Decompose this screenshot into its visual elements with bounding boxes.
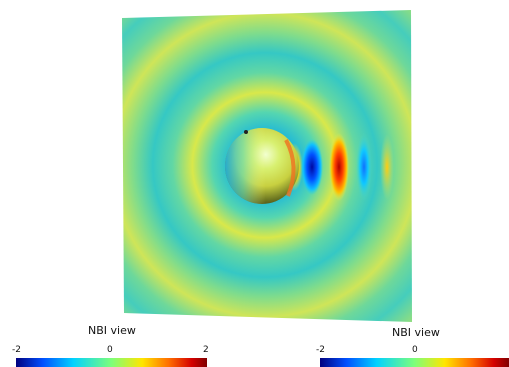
field-plane	[122, 10, 412, 322]
colorbar-right-tick-min: -2	[316, 345, 325, 355]
lobe-blue	[301, 139, 323, 195]
sphere	[225, 128, 299, 204]
colorbar-left-tick-mid: 0	[107, 345, 113, 355]
colorbar-left-title: NBI view	[88, 324, 136, 337]
colorbar-left-tick-min: -2	[12, 345, 21, 355]
colorbar-right-tick-mid: 0	[412, 345, 418, 355]
lobe-yellow-far	[380, 134, 394, 200]
colorbar-right-title: NBI view	[392, 326, 440, 339]
lobe-cyan	[356, 133, 372, 201]
colorbar-left	[16, 358, 207, 367]
lobe-red	[329, 133, 349, 201]
colorbar-right	[320, 358, 509, 367]
colorbar-left-tick-max: 2	[203, 345, 209, 355]
